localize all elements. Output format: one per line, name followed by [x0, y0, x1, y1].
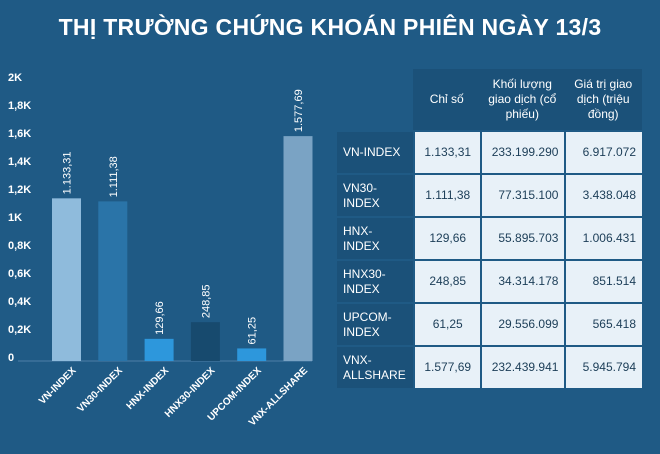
table-cell-value: 1.006.431: [564, 216, 642, 259]
bar-value-label: 248,85: [200, 285, 212, 319]
bar-value-label: 1.577,69: [293, 89, 305, 132]
table-cell-name: VN30-INDEX: [337, 173, 414, 216]
y-tick-label: 1,8K: [8, 100, 31, 112]
table-cell-name: UPCOM-INDEX: [337, 302, 414, 345]
table-header-volume: Khối lượng giao dịch (cổ phiếu): [480, 69, 565, 130]
table-cell-index: 1.111,38: [413, 173, 481, 216]
table-cell-index: 129,66: [413, 216, 481, 259]
bar-value-label: 129,66: [154, 301, 166, 335]
table-cell-volume: 77.315.100: [480, 173, 565, 216]
table-header-row: Chỉ số Khối lượng giao dịch (cổ phiếu) G…: [337, 69, 642, 130]
table-row: HNX-INDEX 129,66 55.895.703 1.006.431: [337, 216, 642, 259]
table-header-value: Giá trị giao dịch (triệu đồng): [564, 69, 642, 130]
table-row: VN30-INDEX 1.111,38 77.315.100 3.438.048: [337, 173, 642, 216]
y-tick-label: 0,6K: [8, 268, 31, 280]
bar-value-label: 1.111,38: [108, 156, 120, 197]
table-cell-index: 1.133,31: [413, 130, 481, 173]
y-tick-label: 1,2K: [8, 184, 31, 196]
y-tick-label: 0,2K: [8, 324, 31, 336]
bar-chart: 0 0,2K 0,4K 0,6K 0,8K 1K 1,2K 1,4K 1,6K 1,8K 2K 1.1…: [8, 72, 313, 429]
table-cell-volume: 29.556.099: [480, 302, 565, 345]
table-row: VN-INDEX 1.133,31 233.199.290 6.917.072: [337, 130, 642, 173]
table-cell-value: 565.418: [564, 302, 642, 345]
table-cell-volume: 233.199.290: [480, 130, 565, 173]
table-header-blank: [337, 69, 414, 130]
table-row: VNX-ALLSHARE 1.577,69 232.439.941 5.945.794: [337, 345, 642, 388]
bar-vnx-allshare: [283, 136, 313, 361]
table-cell-name: VN-INDEX: [337, 130, 414, 173]
table-row: UPCOM-INDEX 61,25 29.556.099 565.418: [337, 302, 642, 345]
table-cell-index: 1.577,69: [413, 345, 481, 388]
bar-hnx-index: [144, 338, 174, 361]
table-cell-volume: 55.895.703: [480, 216, 565, 259]
bar-vn-index: [52, 198, 81, 361]
table-cell-value: 3.438.048: [564, 173, 642, 216]
bar-vn30-index: [98, 201, 128, 361]
table-row: HNX30-INDEX 248,85 34.314.178 851.514: [337, 259, 642, 302]
y-tick-label: 1,6K: [8, 128, 31, 140]
table-header-index: Chỉ số: [413, 69, 481, 130]
y-tick-label: 1K: [8, 212, 22, 224]
x-tick-label: VN30-INDEX: [75, 365, 125, 415]
y-tick-label: 1,4K: [8, 156, 31, 168]
table-cell-name: HNX-INDEX: [337, 216, 414, 259]
y-tick-label: 0,4K: [8, 296, 31, 308]
table-cell-name: HNX30-INDEX: [337, 259, 414, 302]
page-title: THỊ TRƯỜNG CHỨNG KHOÁN PHIÊN NGÀY 13/3: [58, 14, 602, 40]
y-tick-label: 0: [8, 352, 14, 364]
bar-upcom-index: [237, 348, 267, 361]
x-tick-label: VN-INDEX: [37, 365, 79, 407]
y-tick-label: 0,8K: [8, 240, 31, 252]
bar-value-label: 1.133,31: [62, 152, 74, 195]
table-cell-index: 248,85: [413, 259, 481, 302]
table-cell-value: 6.917.072: [564, 130, 642, 173]
bar-value-label: 61,25: [247, 317, 259, 345]
table-cell-value: 5.945.794: [564, 345, 642, 388]
x-tick-label: HNX-INDEX: [125, 365, 172, 412]
table-cell-volume: 232.439.941: [480, 345, 565, 388]
bar-hnx30-index: [190, 322, 220, 361]
table-cell-index: 61,25: [413, 302, 481, 345]
y-tick-label: 2K: [8, 72, 22, 84]
table-cell-volume: 34.314.178: [480, 259, 565, 302]
table-cell-name: VNX-ALLSHARE: [337, 345, 414, 388]
market-table: Chỉ số Khối lượng giao dịch (cổ phiếu) G…: [337, 69, 642, 388]
table-cell-value: 851.514: [564, 259, 642, 302]
